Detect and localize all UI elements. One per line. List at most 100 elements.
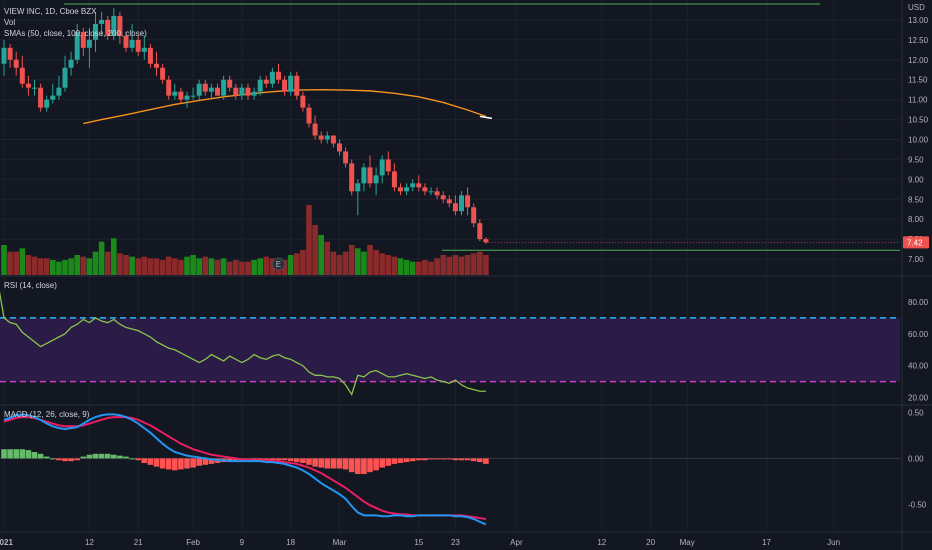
volume-bar [202, 256, 209, 275]
volume-bar [56, 261, 62, 275]
volume-bar [80, 256, 87, 275]
x-axis-tick: 21 [134, 538, 143, 547]
last-price-label: 7.42 [907, 238, 923, 247]
x-axis-tick: 18 [286, 538, 295, 547]
candle [147, 47, 153, 64]
x-axis-tick: 12 [85, 538, 94, 547]
candle [196, 83, 202, 96]
macd-histogram-bar [56, 458, 62, 461]
candle [154, 63, 159, 68]
candle [245, 87, 251, 96]
candle [434, 191, 440, 196]
macd-histogram-bar [434, 458, 440, 460]
candle [422, 187, 428, 192]
macd-histogram-bar [43, 456, 50, 459]
volume-bar [416, 261, 422, 275]
macd-histogram-bar [452, 458, 459, 461]
volume-bar [43, 258, 50, 275]
candle [391, 171, 397, 188]
volume-bar [123, 255, 129, 275]
macd-histogram-bar [74, 458, 80, 461]
macd-histogram-bar [184, 458, 190, 469]
volume-bar [440, 255, 446, 275]
price-axis-tick: 11.50 [908, 76, 928, 85]
macd-histogram-bar [373, 458, 379, 471]
candle [349, 163, 355, 192]
macd-histogram-bar [300, 458, 306, 463]
volume-bar [257, 258, 263, 275]
volume-bar [233, 260, 239, 275]
candle [99, 19, 105, 24]
candle [208, 87, 214, 92]
volume-bar [62, 260, 68, 275]
volume-bar [129, 256, 135, 275]
candle [117, 15, 123, 36]
macd-histogram-bar [403, 458, 410, 463]
candle [483, 239, 489, 243]
candle [385, 159, 391, 172]
volume-bar [409, 261, 416, 275]
macd-histogram-bar [147, 458, 154, 465]
macd-histogram-bar [178, 458, 184, 470]
volume-bar [111, 238, 117, 275]
earnings-marker [272, 257, 285, 271]
macd-histogram-bar [165, 458, 172, 470]
volume-bar [13, 251, 19, 275]
macd-histogram-bar [111, 454, 117, 459]
volume-bar [336, 255, 343, 275]
price-axis-tick: 9.50 [908, 155, 924, 164]
macd-histogram-bar [470, 458, 477, 462]
volume-bar [403, 260, 410, 275]
macd-histogram-bar [233, 458, 239, 462]
macd-histogram-bar [464, 458, 471, 461]
volume-bar [263, 256, 270, 275]
volume-bar [220, 258, 227, 275]
last-price-tag [903, 236, 929, 249]
volume-bar [25, 255, 32, 275]
volume-bar [477, 251, 483, 275]
macd-histogram-bar [446, 458, 453, 460]
volume-bar [458, 256, 465, 275]
macd-histogram-bar [397, 458, 404, 463]
macd-histogram-bar [422, 458, 428, 461]
candle [416, 183, 422, 188]
macd-histogram-bar [62, 458, 68, 462]
candle [233, 87, 239, 96]
candle [337, 143, 342, 152]
macd-histogram-bar [172, 458, 178, 471]
volume-bar [196, 258, 202, 275]
volume-bar [470, 253, 477, 275]
price-axis-tick: 10.00 [908, 135, 929, 144]
candle [32, 87, 37, 89]
candle [184, 95, 190, 100]
candle [141, 47, 147, 52]
rsi-line [0, 291, 486, 396]
volume-bar [281, 260, 288, 275]
price-axis-tick: 12.00 [908, 56, 929, 65]
macd-histogram-bar [153, 458, 160, 467]
macd-histogram-bar [1, 449, 7, 459]
symbol-title: VIEW INC, 1D, Cboe BZX [4, 7, 97, 16]
macd-histogram-bar [50, 458, 56, 460]
volume-bar [37, 258, 44, 275]
x-axis-tick: 15 [414, 538, 423, 547]
volume-bar [330, 251, 337, 275]
rsi-axis-tick: 20.00 [908, 394, 929, 403]
candle [7, 47, 13, 60]
candle [215, 87, 220, 96]
candle [38, 87, 44, 108]
candle [452, 203, 458, 212]
macd-histogram-bar [92, 453, 99, 459]
candle [172, 91, 178, 96]
volume-bar [86, 258, 93, 275]
x-axis-tick: 12 [597, 538, 606, 547]
candle [56, 87, 62, 96]
macd-histogram-bar [416, 458, 422, 461]
candle [227, 79, 233, 88]
candle [269, 71, 275, 84]
volume-bar [373, 250, 379, 275]
macd-histogram-bar [361, 458, 367, 475]
volume-bar [245, 261, 251, 275]
macd-histogram-bar [117, 455, 123, 459]
